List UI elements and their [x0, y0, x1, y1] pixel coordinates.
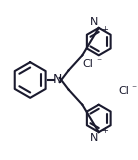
Text: +: + — [101, 126, 108, 135]
Text: N: N — [53, 73, 62, 87]
Text: N: N — [90, 17, 98, 27]
Text: Cl: Cl — [118, 86, 129, 96]
Text: Cl: Cl — [82, 59, 93, 68]
Text: N: N — [90, 133, 98, 143]
Text: +: + — [101, 25, 108, 34]
Text: ⁻: ⁻ — [132, 85, 137, 95]
Text: ⁻: ⁻ — [96, 57, 101, 67]
